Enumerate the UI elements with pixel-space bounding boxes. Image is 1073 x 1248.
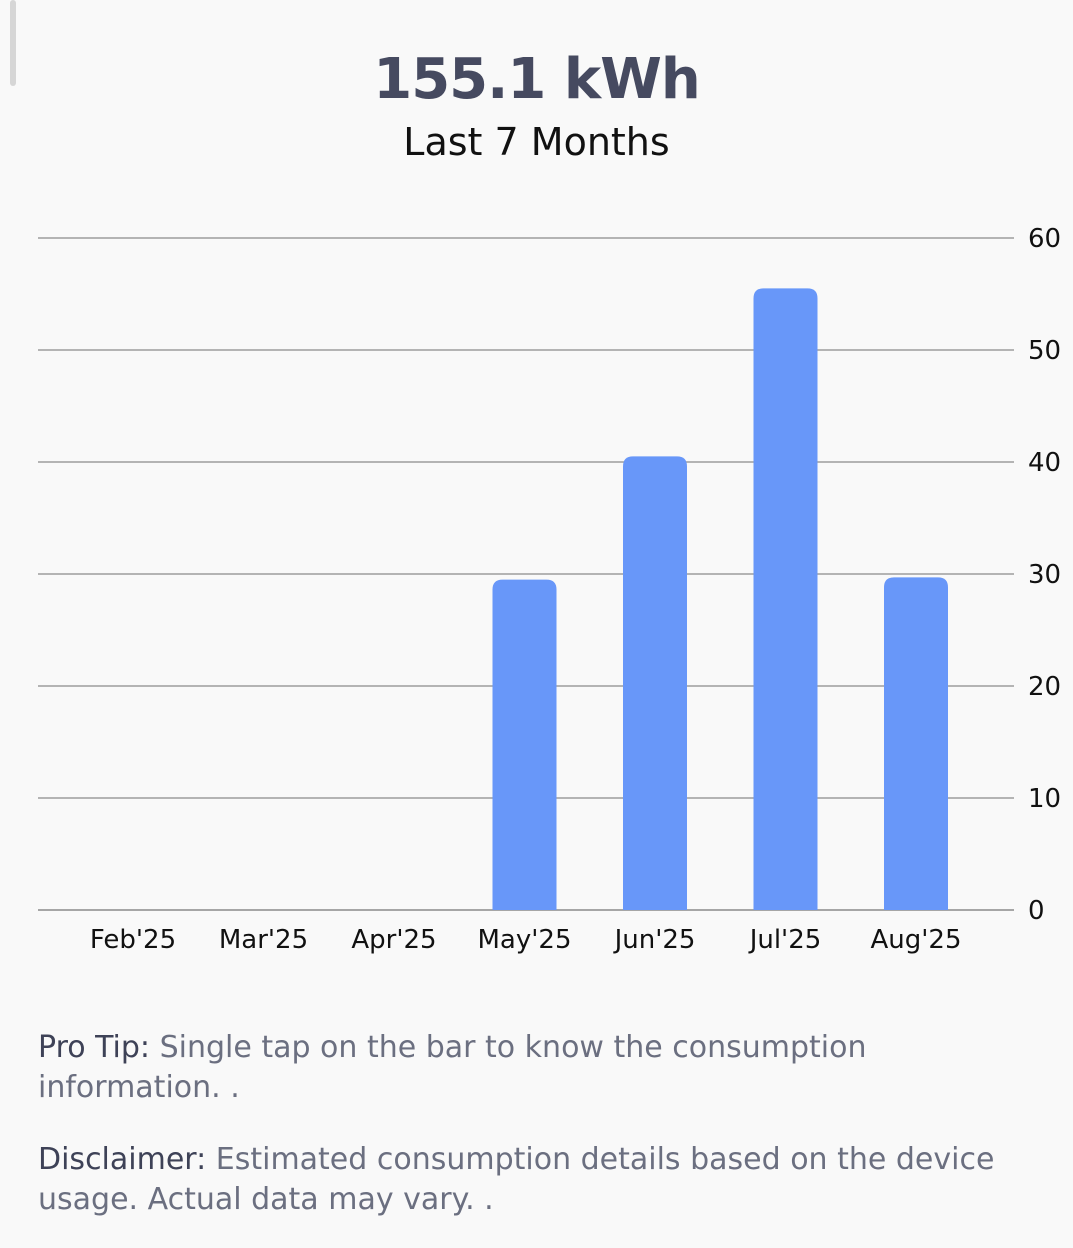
y-tick-label: 30: [1028, 560, 1061, 590]
y-tick-label: 20: [1028, 672, 1061, 702]
y-axis-ticks: 0 10 20 30 40 50 60: [1028, 224, 1061, 926]
y-tick-label: 0: [1028, 896, 1045, 926]
y-tick-label: 60: [1028, 224, 1061, 254]
notes-section: Pro Tip: Single tap on the bar to know t…: [38, 1028, 1038, 1248]
consumption-bar-chart: 0 10 20 30 40 50 60 Feb'25 Mar'25 Apr'25 May'25 Ju…: [38, 224, 1061, 955]
pro-tip: Pro Tip: Single tap on the bar to know t…: [38, 1028, 1038, 1108]
bars: [492, 288, 948, 910]
scroll-indicator[interactable]: [10, 0, 16, 86]
period-label: Last 7 Months: [403, 120, 670, 164]
x-tick-label: Jun'25: [613, 925, 696, 955]
x-tick-label: Jul'25: [748, 925, 822, 955]
x-tick-label: Aug'25: [871, 925, 962, 955]
bar-may25[interactable]: [492, 579, 557, 910]
disclaimer: Disclaimer: Estimated consumption detail…: [38, 1140, 1038, 1220]
x-tick-label: May'25: [478, 925, 572, 955]
pro-tip-label: Pro Tip:: [38, 1030, 151, 1065]
bar-jun25[interactable]: [623, 456, 687, 910]
bar-aug25[interactable]: [884, 577, 948, 910]
bar-jul25[interactable]: [753, 288, 818, 910]
x-axis-ticks: Feb'25 Mar'25 Apr'25 May'25 Jun'25 Jul'25 Aug'…: [90, 925, 962, 955]
pro-tip-text: Single tap on the bar to know the consum…: [38, 1030, 867, 1105]
total-consumption: 155.1 kWh: [373, 47, 701, 112]
y-tick-label: 40: [1028, 448, 1061, 478]
disclaimer-text: Estimated consumption details based on t…: [38, 1142, 995, 1217]
x-tick-label: Feb'25: [90, 925, 176, 955]
x-tick-label: Mar'25: [219, 925, 308, 955]
y-tick-label: 10: [1028, 784, 1061, 814]
consumption-header: 155.1 kWh Last 7 Months: [0, 44, 1073, 166]
disclaimer-label: Disclaimer:: [38, 1142, 207, 1177]
x-tick-label: Apr'25: [351, 925, 436, 955]
y-tick-label: 50: [1028, 336, 1061, 366]
